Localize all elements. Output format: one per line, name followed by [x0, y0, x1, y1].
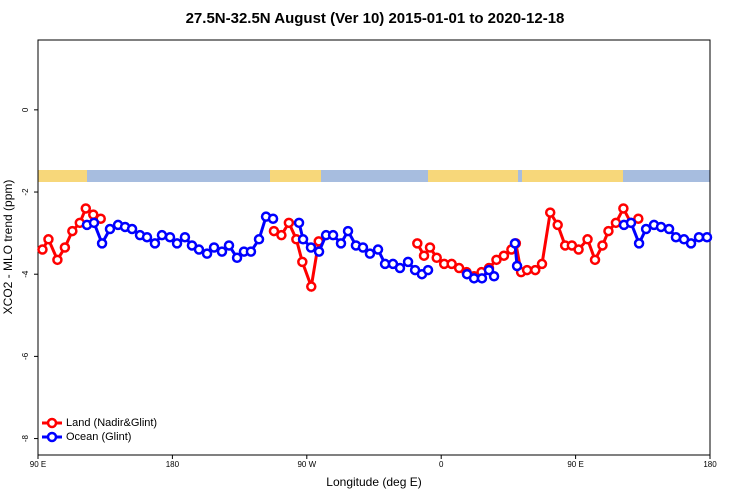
data-point	[663, 223, 675, 235]
data-point	[618, 203, 629, 214]
data-point	[625, 217, 637, 229]
data-point	[297, 234, 309, 245]
data-point	[335, 238, 347, 249]
data-point	[552, 219, 563, 231]
data-point	[43, 234, 54, 245]
data-point	[453, 262, 465, 274]
y-axis-label: XCO2 - MLO trend (ppm)	[1, 180, 15, 315]
data-point	[511, 260, 523, 272]
data-point	[372, 244, 384, 255]
data-point	[267, 213, 279, 224]
land-mask-strip	[38, 170, 710, 182]
data-point	[342, 225, 354, 237]
data-point	[597, 240, 608, 251]
data-point	[357, 242, 369, 253]
data-point	[268, 225, 280, 237]
data-point	[603, 225, 614, 237]
data-point	[96, 238, 108, 249]
data-point	[156, 229, 168, 241]
data-point	[491, 254, 502, 266]
x-tick-label: 180	[703, 460, 717, 469]
data-point	[422, 264, 434, 276]
data-point	[293, 217, 305, 229]
x-tick-label: 90 E	[567, 460, 583, 469]
data-point	[446, 258, 457, 270]
data-point	[402, 256, 414, 268]
chart-title: 27.5N-32.5N August (Ver 10) 2015-01-01 t…	[186, 10, 565, 27]
x-tick-label: 180	[166, 460, 180, 469]
data-point	[253, 234, 265, 245]
data-point	[498, 250, 510, 261]
x-tick-label: 90 W	[297, 460, 316, 469]
data-point	[431, 252, 442, 264]
data-point	[509, 238, 521, 249]
data-point	[424, 242, 436, 253]
data-point	[536, 258, 548, 270]
data-point	[530, 264, 541, 276]
data-point	[104, 223, 116, 235]
data-point	[37, 244, 48, 255]
data-point	[685, 238, 697, 249]
y-tick-label: -6	[21, 352, 30, 360]
y-tick-label: -8	[21, 434, 30, 442]
data-point	[171, 238, 183, 249]
data-point	[306, 281, 317, 292]
x-axis-label: Longitude (deg E)	[326, 475, 421, 489]
data-point	[276, 229, 287, 241]
data-point	[521, 264, 533, 276]
data-point	[305, 242, 317, 253]
data-point	[633, 238, 645, 249]
data-point	[59, 242, 71, 253]
data-point	[394, 262, 406, 274]
data-point	[208, 242, 220, 253]
data-point	[701, 231, 713, 243]
y-tick-label: -2	[21, 188, 30, 196]
y-tick-label: 0	[21, 107, 30, 112]
legend-label: Ocean (Glint)	[66, 431, 131, 443]
data-point	[488, 271, 500, 282]
data-point	[201, 248, 213, 259]
data-point	[412, 238, 423, 249]
data-point	[327, 229, 339, 241]
data-point	[179, 231, 191, 243]
data-point	[693, 231, 705, 243]
data-point	[80, 203, 92, 214]
legend-marker	[46, 431, 58, 443]
data-point	[670, 231, 682, 243]
data-point	[633, 213, 644, 224]
data-point	[216, 246, 228, 257]
data-point	[88, 217, 100, 229]
data-point	[297, 256, 308, 268]
x-tick-label: 0	[439, 460, 444, 469]
data-point	[313, 246, 325, 257]
data-point	[231, 252, 243, 264]
data-point	[164, 231, 176, 243]
data-point	[582, 234, 593, 245]
data-point	[223, 240, 235, 251]
data-point	[573, 244, 584, 255]
data-point	[141, 231, 153, 243]
data-point	[655, 221, 667, 233]
y-tick-label: -4	[21, 270, 30, 278]
data-point	[283, 217, 295, 229]
data-point	[364, 248, 376, 259]
x-tick-label: 90 E	[30, 460, 46, 469]
data-point	[193, 244, 205, 255]
data-point	[640, 223, 652, 235]
data-point	[52, 254, 63, 266]
data-point	[544, 207, 556, 218]
data-point	[126, 223, 138, 235]
data-point	[589, 254, 601, 266]
data-point	[476, 273, 488, 284]
legend-label: Land (Nadir&Glint)	[66, 417, 157, 429]
data-point	[149, 238, 161, 249]
legend-marker	[46, 417, 58, 429]
data-point	[418, 250, 430, 261]
data-point	[610, 217, 622, 229]
data-point	[245, 246, 257, 257]
data-point	[67, 225, 78, 237]
